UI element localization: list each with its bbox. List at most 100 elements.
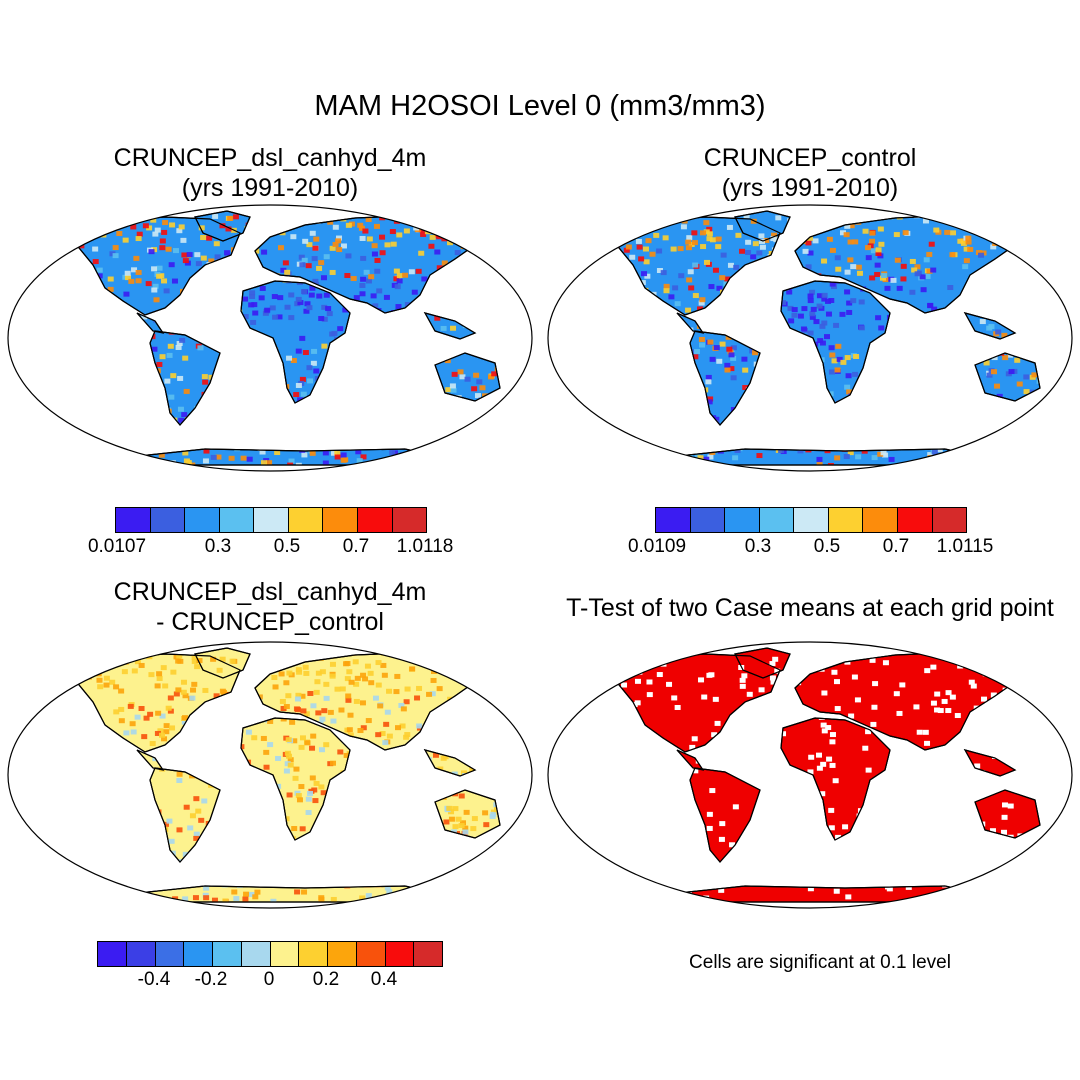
grid-cell xyxy=(350,276,357,282)
grid-cell xyxy=(741,673,748,679)
grid-cell xyxy=(170,373,177,379)
grid-cell xyxy=(282,877,289,883)
grid-cell xyxy=(256,772,263,778)
grid-cell xyxy=(292,775,299,781)
grid-cell xyxy=(688,285,695,291)
grid-cell xyxy=(674,301,681,307)
grid-cell xyxy=(994,399,1001,405)
grid-cell xyxy=(154,730,161,736)
grid-cell xyxy=(168,838,175,844)
grid-cell xyxy=(1022,711,1029,717)
grid-cell xyxy=(990,712,997,718)
grid-cell xyxy=(775,215,782,221)
grid-cell xyxy=(314,873,321,879)
grid-cell xyxy=(252,894,259,900)
grid-cell xyxy=(975,250,982,256)
grid-cell xyxy=(363,821,370,827)
grid-cell xyxy=(962,383,969,389)
grid-cell xyxy=(337,326,344,332)
grid-cell xyxy=(829,281,836,287)
grid-cell xyxy=(119,394,126,400)
grid-cell xyxy=(246,456,253,462)
grid-cell xyxy=(320,275,327,281)
grid-cell xyxy=(774,360,781,366)
panel3-title-line1: CRUNCEP_dsl_canhyd_4m xyxy=(113,578,427,606)
grid-cell xyxy=(703,229,710,235)
grid-cell xyxy=(809,289,816,295)
grid-cell xyxy=(662,235,669,241)
grid-cell xyxy=(1032,758,1039,764)
grid-cell xyxy=(367,841,374,847)
grid-cell xyxy=(635,776,642,782)
grid-cell xyxy=(362,228,369,234)
grid-cell xyxy=(922,443,929,449)
grid-cell xyxy=(233,405,240,411)
grid-cell xyxy=(718,887,725,893)
land-layer xyxy=(65,210,510,468)
grid-cell xyxy=(958,218,965,224)
grid-cell xyxy=(463,809,470,815)
grid-cell xyxy=(282,277,289,283)
grid-cell xyxy=(997,238,1004,244)
coastline xyxy=(149,330,221,426)
grid-cell xyxy=(807,330,814,336)
grid-cell xyxy=(276,314,283,320)
grid-cell xyxy=(302,238,309,244)
grid-cell xyxy=(1018,755,1025,761)
grid-cell xyxy=(101,809,108,815)
grid-cell xyxy=(130,397,137,403)
grid-cell xyxy=(631,438,638,444)
grid-cell xyxy=(215,323,222,329)
significance-note: Cells are significant at 0.1 level xyxy=(689,952,951,973)
grid-cell xyxy=(141,734,148,740)
grid-cell xyxy=(126,347,133,353)
grid-cell xyxy=(373,341,380,347)
grid-cell xyxy=(636,729,643,735)
grid-cell xyxy=(135,845,142,851)
grid-cell xyxy=(90,743,97,749)
grid-cell xyxy=(502,650,509,656)
grid-cell xyxy=(202,379,209,385)
grid-cell xyxy=(1039,293,1046,299)
grid-cell xyxy=(89,354,96,360)
grid-cell xyxy=(335,238,342,244)
grid-cell xyxy=(995,296,1002,302)
grid-cell xyxy=(143,715,150,721)
grid-cell xyxy=(411,778,418,784)
grid-cell xyxy=(222,333,229,339)
grid-cell xyxy=(155,883,162,889)
grid-cell xyxy=(798,422,805,428)
grid-cell xyxy=(605,347,612,353)
grid-cell xyxy=(317,655,324,661)
grid-cell xyxy=(696,323,703,329)
grid-cell xyxy=(114,659,121,665)
grid-cell xyxy=(84,736,91,742)
grid-cell xyxy=(133,255,140,261)
grid-cell xyxy=(483,271,490,277)
grid-cell xyxy=(922,729,929,735)
grid-cell xyxy=(346,353,353,359)
grid-cell xyxy=(245,245,252,251)
grid-cell xyxy=(709,788,716,794)
grid-cell xyxy=(123,730,130,736)
grid-cell xyxy=(766,385,773,391)
grid-cell xyxy=(998,350,1005,356)
grid-cell xyxy=(210,275,217,281)
grid-cell xyxy=(470,429,477,435)
grid-cell xyxy=(172,761,179,767)
grid-cell xyxy=(791,253,798,259)
grid-cell xyxy=(392,782,399,788)
grid-cell xyxy=(448,452,455,458)
grid-cell xyxy=(685,245,692,251)
grid-cell xyxy=(445,726,452,732)
grid-cell xyxy=(826,236,833,242)
grid-cell xyxy=(213,714,220,720)
grid-cell xyxy=(141,314,148,320)
grid-cell xyxy=(475,287,482,293)
grid-cell xyxy=(791,312,798,318)
grid-cell xyxy=(167,874,174,880)
grid-cell xyxy=(129,383,136,389)
grid-cell xyxy=(231,282,238,288)
grid-cell xyxy=(492,323,499,329)
grid-cell xyxy=(782,715,789,721)
